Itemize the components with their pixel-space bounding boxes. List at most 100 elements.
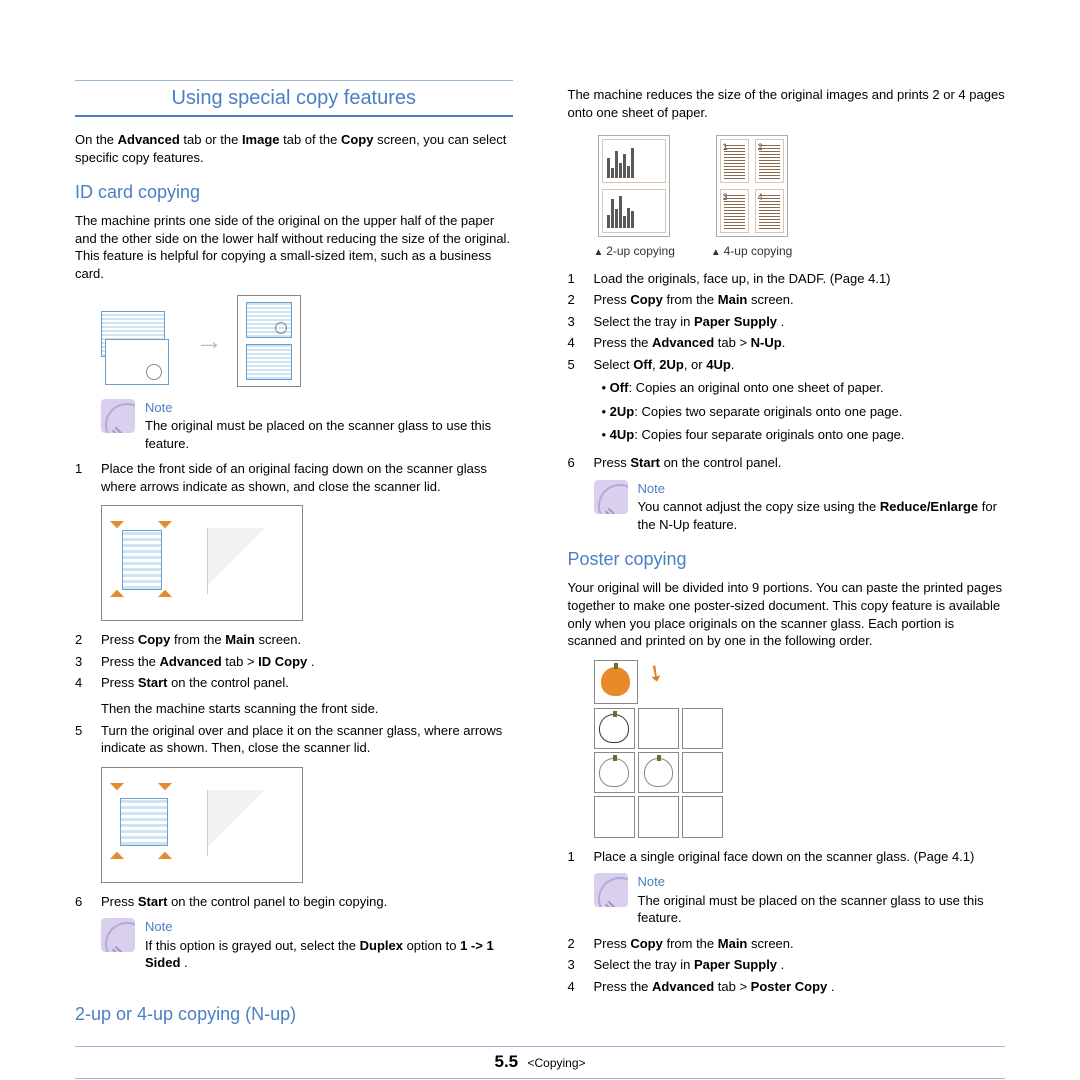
note-title: Note: [638, 480, 1006, 498]
step-text: Turn the original over and place it on t…: [101, 722, 513, 757]
step-subtext: Then the machine starts scanning the fro…: [101, 700, 513, 718]
note-block: Note The original must be placed on the …: [101, 399, 513, 453]
steps-list-poster-b: 2 Press Copy from the Main screen. 3 Sel…: [568, 935, 1006, 996]
note-icon: [594, 873, 628, 907]
step-number: 5: [75, 722, 101, 757]
step-text: Press Start on the control panel.: [594, 454, 1006, 472]
text: on the control panel.: [167, 675, 288, 690]
step-text: Select Off, 2Up, or 4Up. Off: Copies an …: [594, 356, 1006, 450]
note-body: Note If this option is grayed out, selec…: [145, 918, 513, 972]
text: tab >: [714, 335, 751, 350]
step-text: Place the front side of an original faci…: [101, 460, 513, 495]
caption-4up: 4-up copying: [711, 243, 792, 260]
text: Press: [594, 936, 631, 951]
text: Press the: [594, 335, 653, 350]
text: Press: [594, 455, 631, 470]
right-column: The machine reduces the size of the orig…: [568, 80, 1006, 1034]
step-number: 6: [568, 454, 594, 472]
text: tab of the: [280, 132, 341, 147]
figure-4up: 1 2 3 4 4-up copying: [711, 135, 792, 260]
bold-text: Advanced: [652, 979, 714, 994]
scanner-diagram: [101, 767, 303, 883]
note-text: If this option is grayed out, select the…: [145, 938, 494, 971]
text: .: [782, 335, 786, 350]
text: Press: [101, 632, 138, 647]
step-number: 2: [568, 935, 594, 953]
output-sheet-icon: [237, 295, 301, 387]
bold-text: Advanced: [652, 335, 714, 350]
step-number: 3: [568, 313, 594, 331]
bold-text: Start: [138, 894, 168, 909]
step-text: Press the Advanced tab > Poster Copy .: [594, 978, 1006, 996]
note-block: Note The original must be placed on the …: [594, 873, 1006, 927]
note-title: Note: [145, 399, 513, 417]
bold-text: Main: [718, 936, 748, 951]
step-text: Press Copy from the Main screen.: [594, 291, 1006, 309]
document-page: Using special copy features On the Advan…: [0, 0, 1080, 1080]
scanner-diagram: [101, 505, 303, 621]
4up-sheet-icon: 1 2 3 4: [716, 135, 788, 237]
text: Press the: [101, 654, 160, 669]
note-text: You cannot adjust the copy size using th…: [638, 499, 997, 532]
text: : Copies four separate originals onto on…: [634, 427, 904, 442]
bold-text: 2Up: [610, 404, 635, 419]
bold-text: Off: [610, 380, 629, 395]
bold-text: Reduce/Enlarge: [880, 499, 978, 514]
step-number: 2: [75, 631, 101, 649]
text: .: [180, 955, 187, 970]
text: On the: [75, 132, 118, 147]
step-text: Press the Advanced tab > ID Copy .: [101, 653, 513, 671]
bold-text: Image: [242, 132, 280, 147]
figure-nup: 2-up copying 1 2 3 4 4-up copying: [594, 135, 1006, 260]
text: : Copies an original onto one sheet of p…: [628, 380, 883, 395]
bold-text: 4Up: [706, 357, 731, 372]
text: option to: [403, 938, 460, 953]
bold-text: Off: [633, 357, 652, 372]
figure-id-card: →: [101, 295, 513, 387]
note-text: The original must be placed on the scann…: [145, 418, 491, 451]
note-icon: [101, 918, 135, 952]
bold-text: Main: [225, 632, 255, 647]
step-number: 2: [568, 291, 594, 309]
note-icon: [101, 399, 135, 433]
text: Press the: [594, 979, 653, 994]
text: .: [777, 957, 784, 972]
list-item: 2Up: Copies two separate originals onto …: [602, 403, 1006, 421]
text: Select the tray in: [594, 957, 694, 972]
step-text: Press Copy from the Main screen.: [594, 935, 1006, 953]
step-text: Press Copy from the Main screen.: [101, 631, 513, 649]
poster-grid-icon: [594, 708, 724, 838]
step-text: Press the Advanced tab > N-Up.: [594, 334, 1006, 352]
bold-text: Copy: [341, 132, 374, 147]
step-number: 6: [75, 893, 101, 911]
step-text: Load the originals, face up, in the DADF…: [594, 270, 1006, 288]
text: Select the tray in: [594, 314, 694, 329]
step-text: Select the tray in Paper Supply .: [594, 956, 1006, 974]
intro-paragraph: On the Advanced tab or the Image tab of …: [75, 131, 513, 166]
text: screen.: [255, 632, 301, 647]
bold-text: Start: [630, 455, 660, 470]
text: tab >: [222, 654, 259, 669]
card-stack-icon: [101, 311, 181, 371]
bold-text: Poster Copy: [751, 979, 828, 994]
step-number: 1: [75, 460, 101, 495]
step-number: 5: [568, 356, 594, 450]
arrow-icon: →: [195, 322, 223, 360]
text: .: [777, 314, 784, 329]
steps-list-id-b: 2 Press Copy from the Main screen. 3 Pre…: [75, 631, 513, 756]
bold-text: Advanced: [160, 654, 222, 669]
figure-poster: ➘: [594, 660, 724, 838]
bold-text: 4Up: [610, 427, 635, 442]
steps-list-id-c: 6 Press Start on the control panel to be…: [75, 893, 513, 911]
caption-2up: 2-up copying: [594, 243, 675, 260]
page-number: 5.5: [494, 1052, 518, 1071]
bold-text: ID Copy: [258, 654, 307, 669]
bold-text: Advanced: [118, 132, 180, 147]
note-body: Note The original must be placed on the …: [145, 399, 513, 453]
step-number: 4: [75, 674, 101, 717]
text: , or: [684, 357, 706, 372]
id-intro-paragraph: The machine prints one side of the origi…: [75, 212, 513, 282]
text: .: [827, 979, 834, 994]
text: tab or the: [180, 132, 242, 147]
step-number: 1: [568, 848, 594, 866]
